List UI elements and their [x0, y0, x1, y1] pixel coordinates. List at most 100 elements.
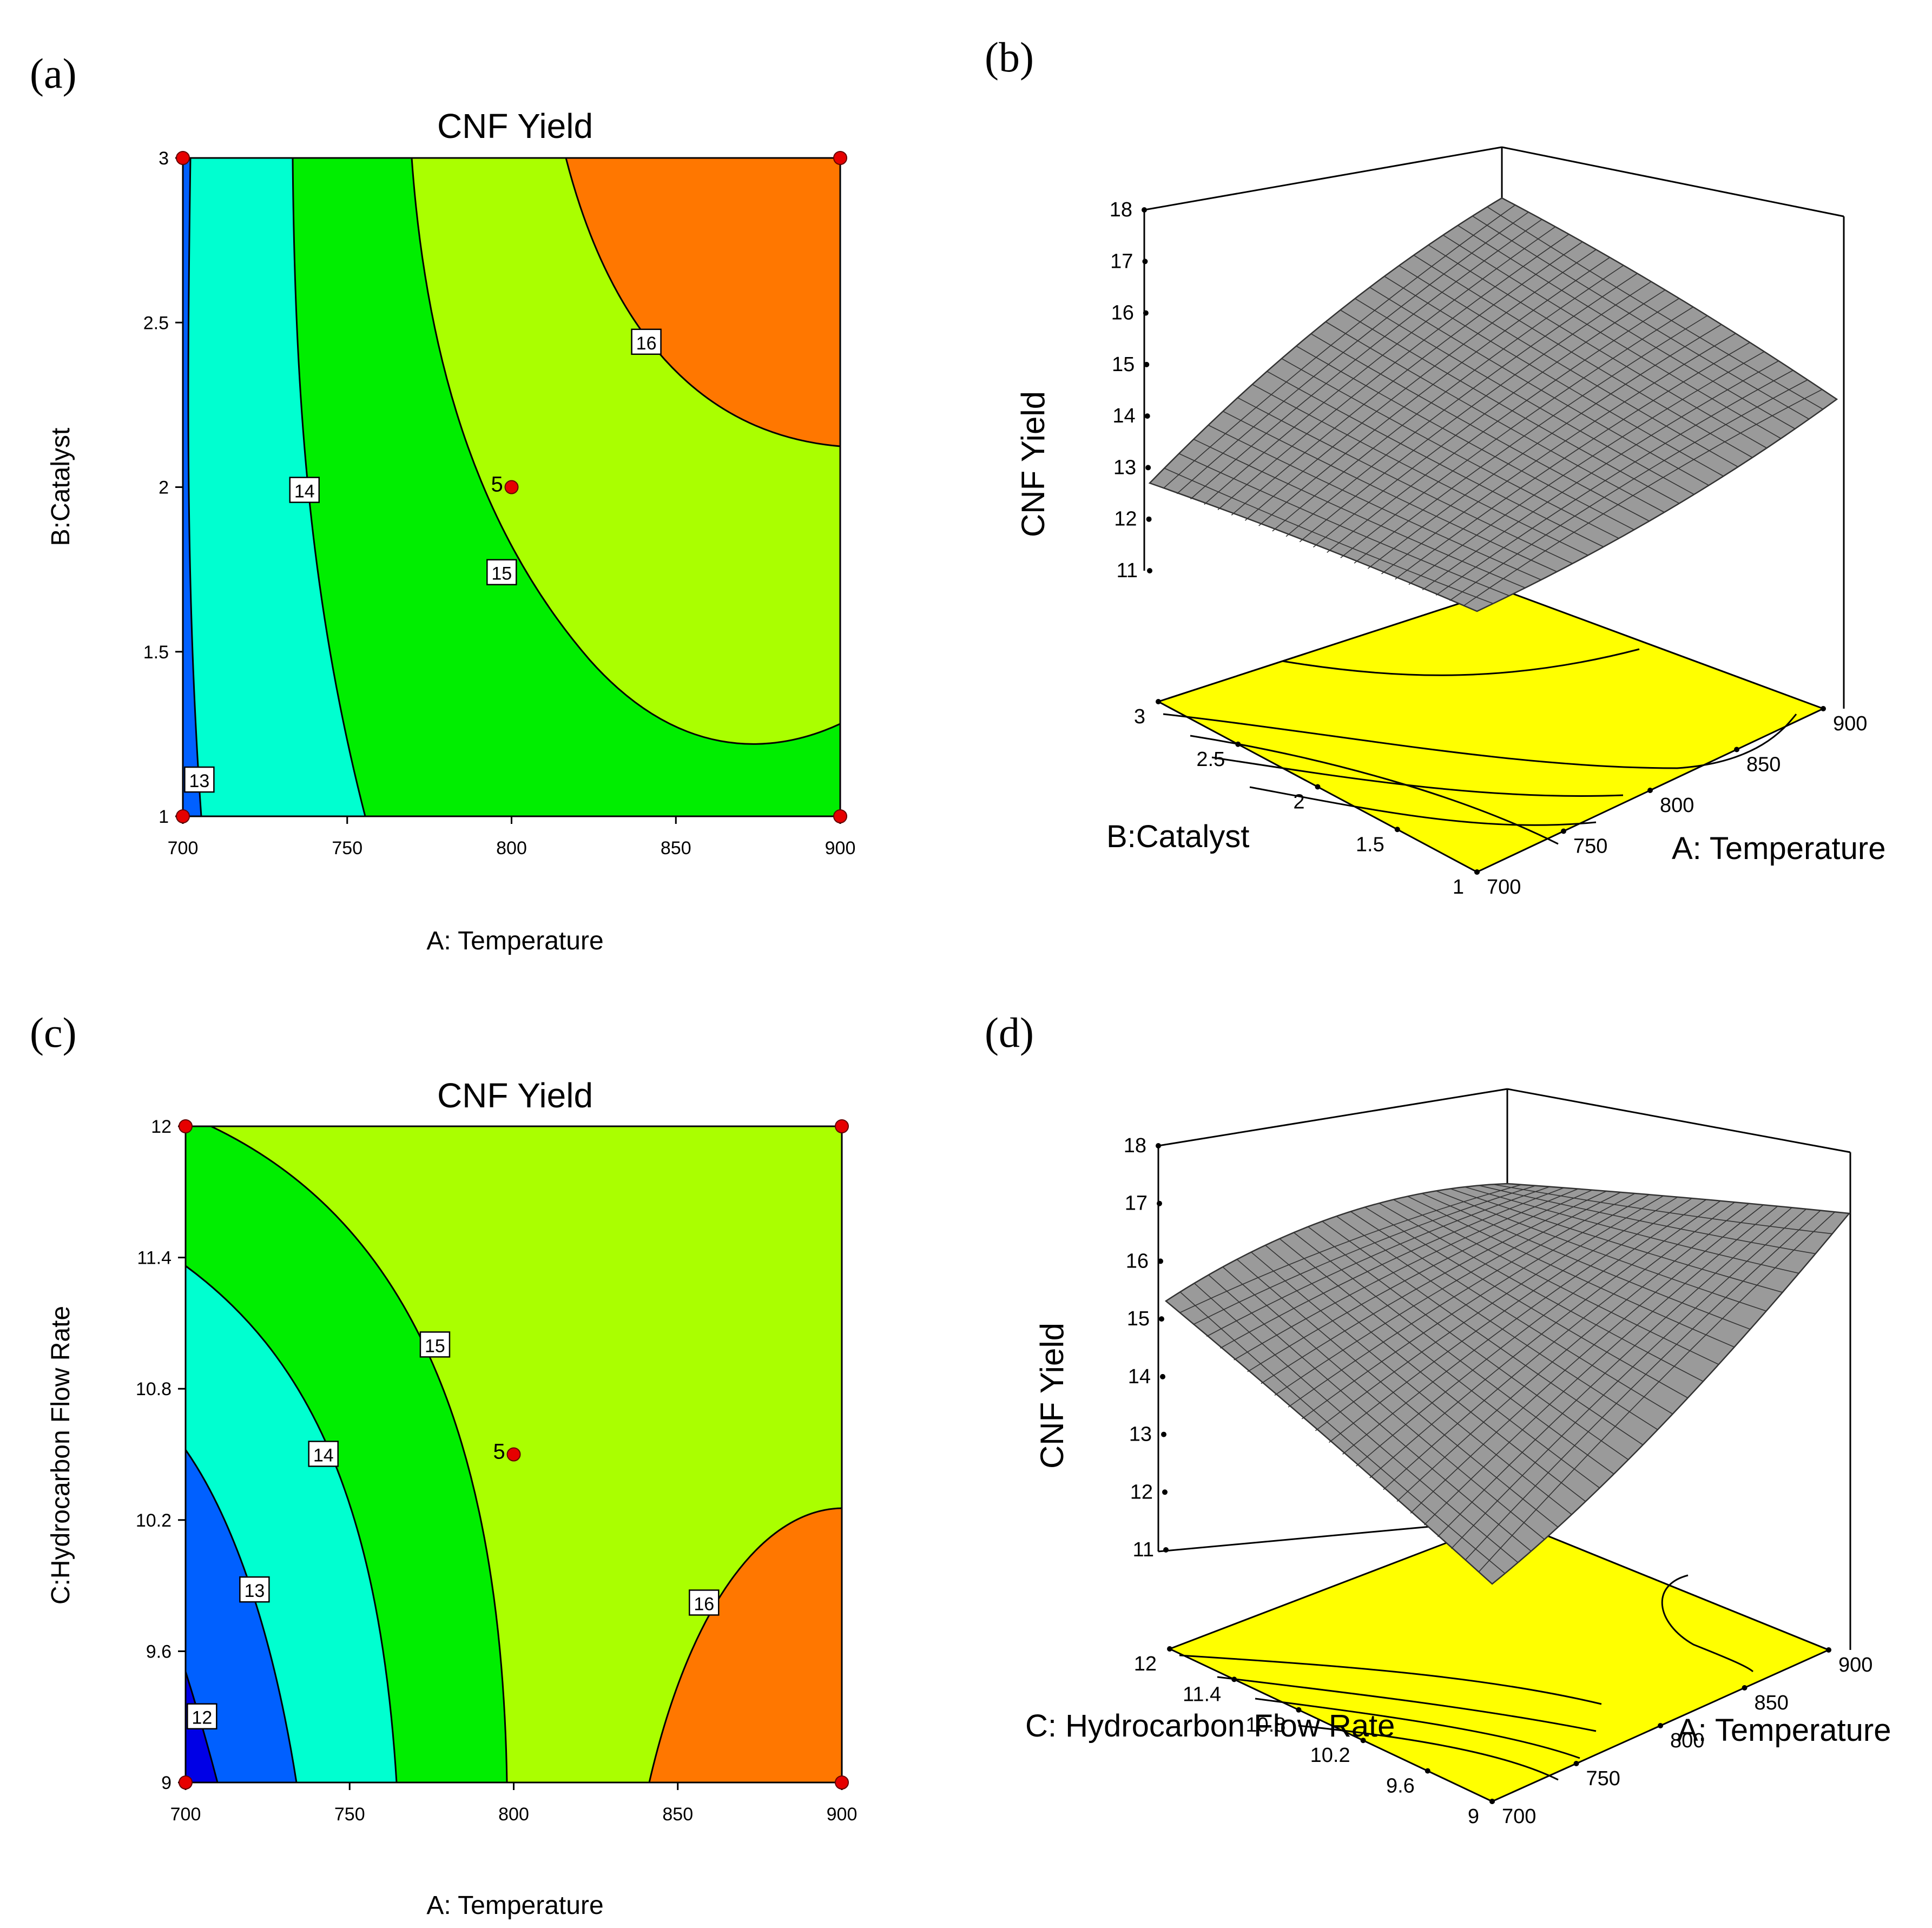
mesh-line	[1261, 1191, 1607, 1384]
z-tick-mark	[1142, 259, 1148, 265]
mesh-line	[1299, 281, 1652, 543]
mesh-line	[1464, 1186, 1799, 1274]
mesh-line	[1315, 1195, 1664, 1431]
surface-chart-d: 11 12 13 14 15 16 17 18 700 750 800 850 900 9 9.6 10.2 1…	[1025, 1088, 1891, 1828]
z-tick-label: 16	[1111, 302, 1134, 325]
surface-mesh-b	[1163, 204, 1823, 606]
mesh-line	[1265, 1245, 1586, 1502]
mesh-line	[1407, 1196, 1735, 1348]
mesh-line	[1436, 1190, 1766, 1312]
design-point	[504, 480, 519, 494]
z-tick-label: 18	[1110, 199, 1132, 221]
contour-label-box	[419, 1331, 451, 1358]
surface-chart-b: 11 12 13 14 15 16 17 18 700 750 800 850 900 1 1.5 2 2.5 3…	[1015, 146, 1885, 899]
mesh-line	[1428, 245, 1767, 448]
mesh-line	[1342, 1198, 1692, 1455]
mesh-line	[1413, 255, 1753, 458]
panel-label-b: (b)	[985, 34, 1034, 81]
mesh-line	[1164, 467, 1494, 604]
contour-label: 16	[694, 1594, 714, 1614]
contour-chart-c: CNF Yield 700 750 800 850 900 9 9.6 10.2 10.8 11.…	[47, 1076, 857, 1920]
y-tick-label: 10.2	[1310, 1744, 1350, 1767]
region-above-16-a	[566, 158, 840, 446]
contour-label: 15	[425, 1336, 445, 1356]
mesh-line	[1178, 453, 1509, 597]
y-tick-mark	[1474, 869, 1480, 875]
mesh-line	[1322, 1220, 1644, 1445]
y-tick-label: 2.5	[1196, 748, 1225, 771]
design-point	[835, 1775, 849, 1790]
contour-label: 15	[491, 564, 512, 584]
z-tick-label: 11	[1133, 1539, 1154, 1561]
y-tick-label: 11.4	[137, 1248, 172, 1269]
design-point	[179, 1775, 193, 1790]
surface-mesh-d	[1179, 1184, 1836, 1574]
mesh-line	[1237, 397, 1573, 564]
contour-label-box	[308, 1441, 339, 1467]
mesh-line	[1336, 1216, 1658, 1430]
z-tick-mark	[1156, 1143, 1161, 1148]
z-tick-mark	[1160, 1374, 1165, 1379]
z-tick-mark	[1147, 568, 1152, 573]
x-tick-label: 800	[496, 838, 527, 859]
y-tick-label: 1	[159, 807, 169, 827]
y-tick-label: 11.4	[1183, 1683, 1221, 1706]
design-points-a: 5	[176, 151, 847, 823]
mesh-line	[1208, 425, 1541, 580]
mesh-line	[1355, 298, 1694, 495]
z-tick-label: 17	[1125, 1192, 1148, 1215]
mesh-line	[1329, 1197, 1678, 1443]
y-tick-mark	[1425, 1768, 1430, 1774]
mesh-line	[1234, 1188, 1579, 1361]
x-tick-label: 850	[1746, 754, 1781, 776]
x-tick-label: 750	[334, 1804, 365, 1825]
contour-label-box	[689, 1589, 720, 1616]
x-tick-label: 900	[1838, 1654, 1872, 1676]
mesh-line	[1458, 225, 1796, 430]
mesh-line	[1285, 273, 1638, 537]
y-tick-label: 1.5	[1356, 833, 1384, 856]
y-tick-label: 3	[159, 148, 169, 169]
mesh-line	[1252, 384, 1588, 556]
axes-d: 11 12 13 14 15 16 17 18 700 750 800 850 900 9 9.6 10.2 1…	[1124, 1134, 1873, 1828]
y-tick-label: 10.8	[1245, 1714, 1285, 1736]
mesh-line	[1367, 324, 1722, 569]
mesh-line	[1340, 309, 1680, 504]
x-tick-mark	[1826, 1647, 1831, 1653]
x-tick-mark	[1658, 1723, 1663, 1728]
x-tick-mark	[1821, 706, 1826, 711]
y-tick-label: 2	[1293, 791, 1304, 814]
z-tick-label: 14	[1128, 1365, 1151, 1388]
mesh-line	[1223, 411, 1557, 572]
mesh-line	[1379, 1203, 1704, 1382]
mesh-line	[1423, 1206, 1778, 1526]
mesh-line	[1393, 1199, 1719, 1365]
y-tick-label: 9.6	[146, 1641, 172, 1662]
design-point	[179, 1119, 193, 1133]
mesh-line	[1383, 1201, 1735, 1490]
response-surface-d	[1164, 1183, 1851, 1585]
design-point	[176, 809, 190, 823]
mesh-line	[1450, 1188, 1783, 1293]
y-axis-title-c: C:Hydrocarbon Flow Rate	[47, 1306, 75, 1605]
mesh-line	[1301, 1194, 1650, 1419]
contour-label-box	[184, 766, 215, 793]
mesh-line	[1267, 371, 1604, 547]
y-tick-label: 1.5	[143, 642, 169, 663]
contour-label-box	[631, 328, 662, 355]
mesh-line	[1308, 1226, 1629, 1460]
mesh-line	[1449, 379, 1808, 601]
x-axis-title-c: A: Temperature	[426, 1891, 603, 1920]
z-tick-label: 12	[1130, 1481, 1153, 1503]
mesh-line	[1194, 1283, 1519, 1563]
x-tick-label: 800	[498, 1804, 529, 1825]
y-tick-label: 2.5	[143, 313, 169, 333]
z-axis-title-d: CNF Yield	[1034, 1323, 1070, 1469]
x-tick-label: 700	[1502, 1805, 1536, 1828]
design-point-count: 5	[491, 473, 503, 497]
contour-label: 14	[313, 1445, 334, 1466]
x-tick-label: 750	[1586, 1767, 1620, 1790]
z-tick-label: 15	[1112, 353, 1135, 376]
chart-title-c: CNF Yield	[437, 1076, 593, 1115]
